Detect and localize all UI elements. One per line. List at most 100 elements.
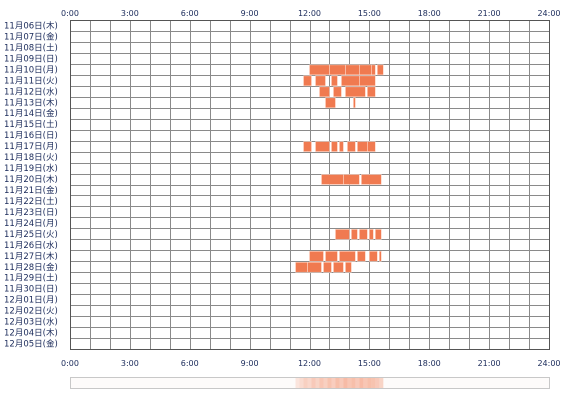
activity-bar [345,86,366,98]
x-tick-label-bottom: 21:00 [478,359,501,368]
density-cell [327,378,332,388]
activity-bar [359,75,376,87]
row-label: 11月12日(水) [4,86,58,97]
activity-bar [331,75,338,87]
x-tick-label-top: 3:00 [121,9,139,18]
activity-bar [345,261,352,273]
density-cell [367,378,372,388]
activity-bar [339,141,344,152]
row-label: 11月27日(木) [4,251,58,262]
row-labels: 11月06日(木)11月07日(金)11月08日(土)11月09日(日)11月1… [4,20,58,349]
x-tick-label-top: 0:00 [61,9,79,18]
row-label: 11月11日(火) [4,76,58,86]
density-cell [339,378,344,388]
activity-bar [325,251,338,262]
row-label: 12月01日(月) [4,296,58,306]
row-label: 11月21日(金) [4,185,58,196]
row-label: 12月04日(木) [4,328,58,339]
density-cell [371,378,376,388]
density-cell [363,378,368,388]
activity-bar [309,251,324,262]
density-cell [351,378,356,388]
row-label: 11月14日(金) [4,108,58,119]
density-cell [375,378,380,388]
x-tick-label-bottom: 3:00 [121,359,139,368]
row-label: 11月09日(日) [4,54,58,64]
activity-bar [295,261,308,273]
row-label: 12月02日(火) [4,307,58,317]
activity-bar [309,64,330,76]
activity-bar [335,229,350,240]
top-axis-ticks: 0:00 3:00 6:00 9:00 12:00 15:00 18:00 21:00 24:0… [61,9,561,18]
row-label: 11月26日(水) [4,240,58,251]
activity-bar [369,229,374,240]
activity-bar [379,251,382,262]
plot-border [70,20,550,350]
row-label: 11月23日(日) [4,208,58,218]
density-strip-frame [70,377,550,389]
activity-bar [369,251,378,262]
activity-bar [367,141,376,152]
density-cell [335,378,340,388]
x-tick-label-top: 9:00 [241,9,259,18]
row-label: 11月24日(月) [4,219,58,229]
activity-bar [351,229,358,240]
density-cell [347,378,352,388]
row-label: 11月10日(月) [4,65,58,75]
x-tick-label-bottom: 9:00 [241,359,259,368]
activity-bar [321,174,344,185]
row-label: 11月13日(木) [4,97,58,108]
activity-bar [341,75,360,87]
row-label: 11月28日(金) [4,262,58,273]
activity-bar [343,174,360,185]
x-tick-label-bottom: 15:00 [358,359,381,368]
density-cell [323,378,328,388]
activity-bar [371,64,376,76]
x-tick-label-top: 15:00 [358,9,381,18]
activity-bar [333,86,342,98]
activity-bar [303,75,312,87]
density-cell [315,378,320,388]
activity-bar [303,141,312,152]
activity-bar [361,174,382,185]
activity-bar [353,97,356,109]
activity-bar [359,229,368,240]
density-cell [379,378,384,388]
x-tick-label-top: 21:00 [478,9,501,18]
activity-bar [307,261,322,273]
density-cell [311,378,316,388]
density-cell [319,378,324,388]
row-label: 12月03日(水) [4,317,58,328]
row-label: 11月07日(金) [4,31,58,42]
activity-bar [325,97,336,109]
row-label: 11月08日(土) [4,42,58,53]
row-label: 11月06日(木) [4,20,58,31]
x-tick-label-top: 6:00 [181,9,199,18]
x-tick-label-bottom: 24:00 [537,359,560,368]
activity-bar [375,229,382,240]
activity-bar [329,64,346,76]
activity-bar [315,75,326,87]
row-label: 11月17日(月) [4,142,58,152]
activity-bar [323,261,332,273]
row-label: 11月20日(木) [4,174,58,185]
row-label: 11月30日(日) [4,285,58,295]
bottom-axis-ticks: 0:00 3:00 6:00 9:00 12:00 15:00 18:00 21:00 24:0… [61,359,561,368]
row-label: 11月25日(火) [4,230,58,240]
density-cell [299,378,304,388]
row-label: 11月19日(水) [4,163,58,174]
row-label: 11月22日(土) [4,196,58,207]
density-cell [295,378,300,388]
x-tick-label-bottom: 12:00 [298,359,321,368]
density-cell [307,378,312,388]
activity-bar [333,261,344,273]
row-label: 11月29日(土) [4,273,58,284]
plot-frame [70,20,550,350]
row-label: 12月05日(金) [4,339,58,350]
row-label: 11月15日(土) [4,119,58,130]
density-cell [343,378,348,388]
activity-bar [359,64,372,76]
row-label: 11月16日(日) [4,131,58,141]
